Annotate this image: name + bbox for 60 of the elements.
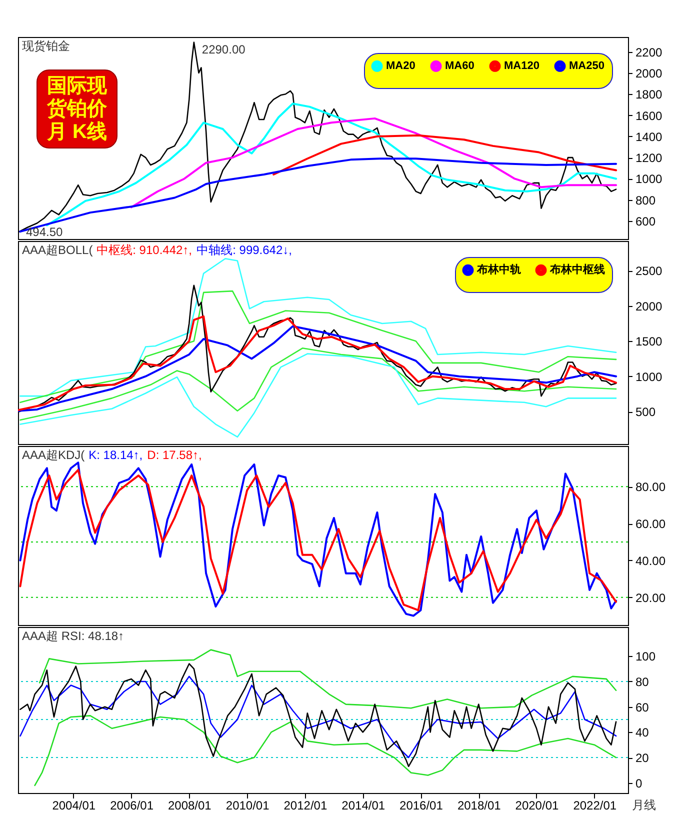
annotation: 494.50	[26, 225, 64, 240]
chart-title: AAA超BOLL(	[22, 243, 93, 257]
y-tick-label: 80	[636, 674, 650, 689]
line-series	[20, 347, 617, 421]
y-tick-label: 2500	[636, 264, 663, 278]
series-label: K: 18.14↑,	[88, 448, 143, 462]
y-tick-label: 0	[636, 776, 642, 790]
annotation: 国际现货铂价月 K线	[46, 75, 108, 143]
y-tick-label: 40.00	[636, 554, 666, 568]
x-tick-label: 2008/01	[168, 798, 212, 812]
x-tick-label: 2006/01	[110, 798, 154, 812]
legend-label: MA120	[504, 60, 540, 72]
x-tick-label: 2022/01	[573, 798, 617, 812]
x-tick-label: 2018/01	[457, 798, 502, 812]
y-tick-label: 1400	[636, 130, 663, 144]
x-tick-label: 2012/01	[284, 798, 328, 812]
line-series	[20, 676, 617, 758]
chart-title: AAA超KDJ(	[22, 448, 85, 462]
annotation: 中枢线: 910.442↑,	[96, 243, 192, 257]
y-tick-label: 1000	[636, 370, 663, 384]
legend-label: 布林中枢线	[549, 263, 605, 276]
line-series	[20, 258, 617, 397]
y-tick-label: 1000	[636, 172, 663, 186]
line-series	[34, 715, 617, 786]
y-tick-label: 60.00	[636, 517, 666, 532]
y-tick-label: 60	[636, 700, 650, 714]
y-tick-label: 800	[636, 193, 656, 208]
line-series	[272, 134, 618, 176]
y-tick-label: 40	[636, 726, 650, 740]
y-tick-label: 100	[636, 650, 656, 664]
y-tick-label: 500	[636, 405, 656, 420]
y-tick-label: 1500	[636, 334, 663, 349]
y-tick-label: 2000	[636, 66, 663, 80]
legend-label: MA60	[445, 60, 474, 72]
x-tick-label: 2010/01	[226, 798, 270, 812]
chart-title: 现货铂金	[22, 39, 70, 53]
text: 月线	[632, 798, 656, 812]
line-series	[20, 353, 617, 438]
y-tick-label: 80.00	[636, 480, 666, 494]
y-tick-label: 2000	[636, 299, 663, 314]
chart-title: AAA超 RSI: 48.18↑	[22, 629, 124, 643]
x-tick-label: 2004/01	[52, 798, 96, 812]
line-series	[38, 649, 617, 709]
legend-label: 布林中轨	[476, 263, 521, 276]
annotation: 中轴线: 999.642↓,	[196, 243, 292, 257]
legend-label: MA250	[569, 60, 604, 72]
y-tick-label: 1600	[636, 108, 663, 123]
y-tick-label: 2200	[636, 45, 663, 60]
line-series	[130, 117, 618, 208]
x-tick-label: 2014/01	[342, 798, 386, 812]
x-tick-label: 2020/01	[515, 798, 559, 812]
annotation: 2290.00	[202, 42, 246, 56]
series-label: D: 17.58↑,	[147, 448, 202, 462]
legend-label: MA20	[386, 60, 416, 72]
y-tick-label: 1800	[636, 88, 663, 102]
y-tick-label: 20	[636, 751, 650, 766]
x-tick-label: 2016/01	[400, 798, 444, 812]
y-tick-label: 1200	[636, 151, 663, 166]
y-tick-label: 600	[636, 214, 656, 229]
y-tick-label: 20.00	[636, 590, 666, 605]
